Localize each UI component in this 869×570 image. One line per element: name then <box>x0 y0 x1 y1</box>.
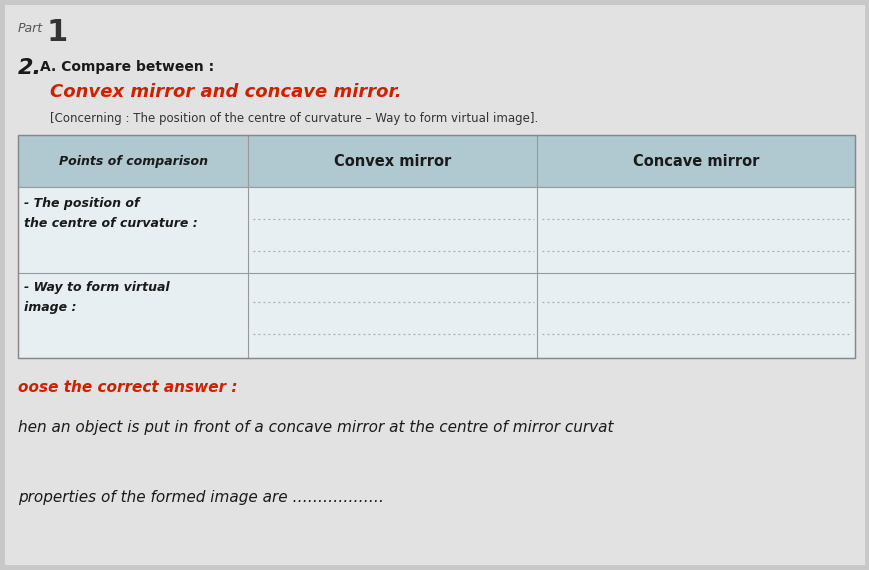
Text: - Way to form virtual: - Way to form virtual <box>24 280 169 294</box>
Text: A. Compare between :: A. Compare between : <box>40 60 214 74</box>
FancyBboxPatch shape <box>5 5 864 565</box>
Text: Convex mirror: Convex mirror <box>334 153 451 169</box>
Text: oose the correct answer :: oose the correct answer : <box>18 380 237 395</box>
Text: properties of the formed image are ………………: properties of the formed image are ……………… <box>18 490 383 505</box>
Text: 1: 1 <box>47 18 68 47</box>
Text: 2.: 2. <box>18 58 42 78</box>
Text: image :: image : <box>24 300 76 314</box>
Text: Part: Part <box>18 22 43 35</box>
FancyBboxPatch shape <box>18 135 854 187</box>
Text: the centre of curvature :: the centre of curvature : <box>24 217 197 230</box>
Text: hen an object is put in front of a concave mirror at the centre of mirror curvat: hen an object is put in front of a conca… <box>18 420 613 435</box>
Text: - The position of: - The position of <box>24 197 139 210</box>
FancyBboxPatch shape <box>18 187 854 358</box>
Text: Concave mirror: Concave mirror <box>632 153 759 169</box>
Text: [Concerning : The position of the centre of curvature – Way to form virtual imag: [Concerning : The position of the centre… <box>50 112 538 125</box>
Text: Points of comparison: Points of comparison <box>58 154 208 168</box>
Text: Convex mirror and concave mirror.: Convex mirror and concave mirror. <box>50 83 401 101</box>
